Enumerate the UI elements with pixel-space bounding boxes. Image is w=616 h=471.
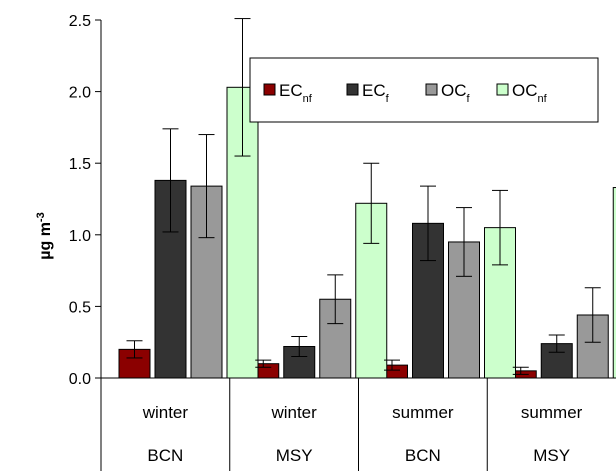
- y-tick-label: 0.5: [69, 299, 91, 316]
- legend-entry: OCf: [441, 81, 471, 105]
- legend-box: [249, 57, 599, 123]
- y-tick-label: 2.5: [69, 13, 91, 30]
- legend-entry-name: EC: [279, 81, 303, 100]
- legend-entry: ECnf: [279, 81, 313, 105]
- y-tick-label: 2.0: [69, 85, 91, 102]
- legend-entry: ECf: [362, 81, 390, 105]
- y-axis: 0.0 0.5 1.0 1.5 2.0 2.5: [69, 13, 102, 388]
- legend-entry-name: EC: [362, 81, 386, 100]
- bars-layer: [118, 86, 616, 379]
- legend-swatch: [425, 83, 438, 96]
- y-axis-label-sup: -3: [35, 212, 47, 222]
- legend-entry-subscript: f: [386, 93, 390, 105]
- category-season-label: winter: [142, 403, 189, 422]
- legend-entry-name: OC: [441, 81, 467, 100]
- bar-oc-nf: [612, 187, 616, 379]
- y-tick-label: 1.5: [69, 156, 91, 173]
- legend-entry: OCnf: [512, 81, 548, 105]
- y-tick-label: 0.0: [69, 371, 91, 388]
- category-season-label: summer: [392, 403, 454, 422]
- category-site-label: MSY: [276, 446, 313, 465]
- legend: ECnf ECf OCf OCnf: [249, 57, 599, 123]
- category-site-label: BCN: [405, 446, 441, 465]
- y-axis-label: µg m-3: [35, 212, 54, 259]
- legend-swatch: [496, 83, 509, 96]
- category-site-label: MSY: [533, 446, 570, 465]
- legend-entry-subscript: nf: [538, 93, 548, 105]
- legend-entry-name: OC: [512, 81, 538, 100]
- y-tick-label: 1.0: [69, 228, 91, 245]
- legend-entry-subscript: nf: [303, 93, 313, 105]
- legend-swatch: [263, 83, 276, 96]
- x-axis: winter BCN winter MSY summer BCN summer MSY: [100, 377, 616, 471]
- legend-entry-subscript: f: [467, 93, 471, 105]
- category-site-label: BCN: [147, 446, 183, 465]
- category-season-label: winter: [270, 403, 317, 422]
- y-axis-label-main: µg m: [37, 222, 54, 260]
- error-bars-layer: [126, 18, 601, 375]
- legend-swatch: [346, 83, 359, 96]
- category-season-label: summer: [521, 403, 583, 422]
